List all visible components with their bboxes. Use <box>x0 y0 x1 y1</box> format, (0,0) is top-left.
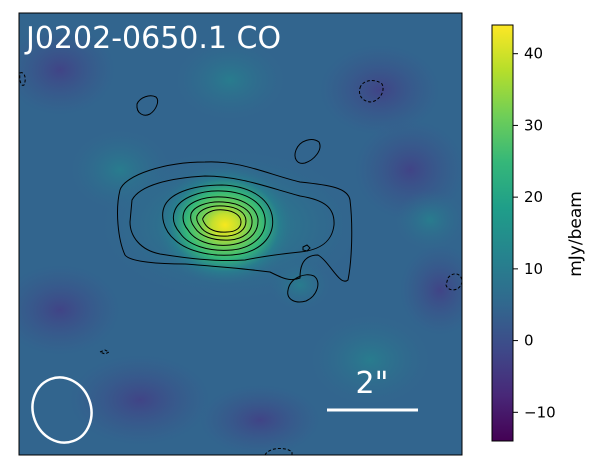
colorbar-tick-label: 40 <box>524 45 543 63</box>
figure-title: J0202-0650.1 CO <box>24 21 281 56</box>
contour-lines <box>117 95 353 303</box>
beam-ellipse <box>31 376 93 444</box>
colorbar-ticks: −10 0 10 20 30 40 <box>513 45 556 421</box>
colorbar-tick-label: 30 <box>524 116 543 134</box>
colorbar: −10 0 10 20 30 40 mJy/beam <box>491 24 586 442</box>
colorbar-tick-label: 0 <box>524 332 534 350</box>
colorbar-gradient <box>491 24 514 442</box>
colorbar-label: mJy/beam <box>566 191 586 277</box>
image-panel: 2" J0202-0650.1 CO <box>19 13 462 455</box>
image-panel-frame <box>18 12 463 456</box>
colorbar-tick-label: 20 <box>524 188 543 206</box>
colorbar-tick-label: −10 <box>524 403 556 421</box>
scale-bar-label: 2" <box>356 366 389 401</box>
colorbar-tick-label: 10 <box>524 260 543 278</box>
